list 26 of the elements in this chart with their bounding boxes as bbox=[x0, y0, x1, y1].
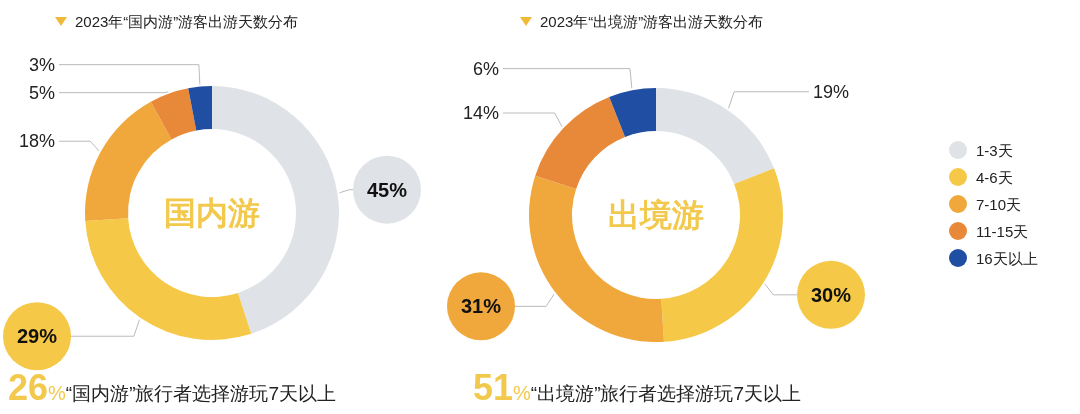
data-label: 14% bbox=[462, 103, 499, 123]
donut-slice bbox=[656, 88, 775, 185]
legend-label: 4-6天 bbox=[976, 169, 1013, 186]
legend-label: 16天以上 bbox=[976, 250, 1038, 267]
donut-slice bbox=[609, 88, 656, 137]
text: 国内游 bbox=[164, 195, 260, 231]
data-label: 45% bbox=[366, 178, 408, 201]
donut-slice bbox=[535, 96, 626, 190]
donut-slice bbox=[188, 86, 212, 131]
data-label: 29% bbox=[16, 325, 58, 348]
legend-label: 7-10天 bbox=[976, 196, 1022, 213]
data-label: 3% bbox=[28, 54, 55, 75]
text: 26%“国内游”旅行者选择游玩7天以上 bbox=[8, 367, 337, 408]
legend-label: 11-15天 bbox=[976, 223, 1029, 240]
data-label: 18% bbox=[18, 131, 55, 152]
chart-title: 2023年“出境游”游客出游天数分布 bbox=[540, 13, 764, 30]
legend-label: 1-3天 bbox=[976, 142, 1013, 159]
donut-slice bbox=[150, 88, 197, 140]
chart-title: 2023年“国内游”游客出游天数分布 bbox=[75, 13, 299, 30]
data-label: 30% bbox=[810, 283, 852, 306]
data-label: 5% bbox=[28, 82, 55, 103]
data-label: 19% bbox=[813, 81, 850, 102]
data-label: 31% bbox=[460, 295, 502, 318]
text: 51%“出境游”旅行者选择游玩7天以上 bbox=[473, 367, 802, 408]
data-label: 6% bbox=[472, 58, 499, 79]
text: 出境游 bbox=[608, 197, 704, 233]
